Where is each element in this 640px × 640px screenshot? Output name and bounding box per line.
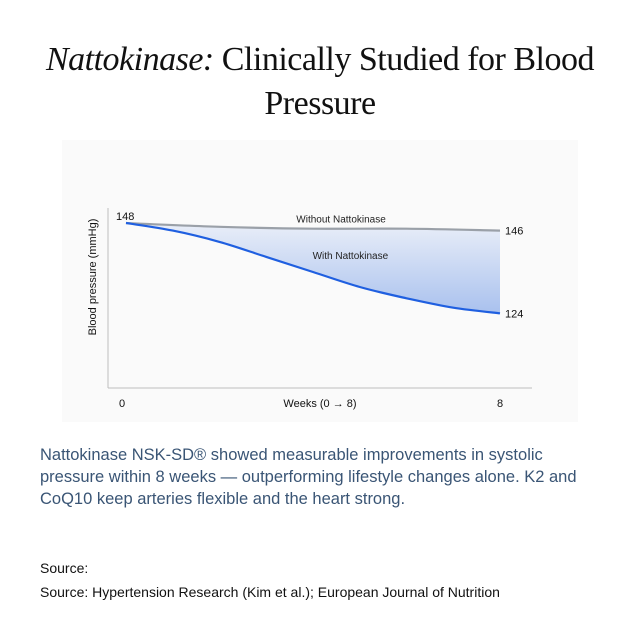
series-line-with-nattokinase: [125, 221, 501, 315]
x-axis-label: Weeks (0 → 8): [283, 398, 356, 410]
series-name-without: Without Nattokinase: [296, 215, 386, 226]
page-title: Nattokinase: Clinically Studied for Bloo…: [40, 38, 600, 126]
chart-svg: 148 146 124 Without Nattokinase With Nat…: [87, 208, 532, 410]
chart-panel: 148 146 124 Without Nattokinase With Nat…: [62, 140, 578, 422]
description-text: Nattokinase NSK-SD® showed measurable im…: [40, 446, 577, 508]
x-tick-label-0: 0: [119, 398, 125, 410]
source-heading: Source:: [40, 560, 89, 576]
y-axis-label: Blood pressure (mmHg): [87, 219, 99, 336]
label-end-with: 124: [505, 308, 523, 320]
series-name-with: With Nattokinase: [313, 251, 389, 262]
title-rest: Clinically Studied for Blood Pressure: [213, 41, 595, 122]
title-italic: Nattokinase:: [45, 41, 214, 78]
series-line-without-nattokinase: [125, 221, 501, 232]
gap-fill-area: [126, 223, 500, 314]
label-end-without: 146: [505, 226, 523, 238]
label-start-value: 148: [116, 211, 134, 223]
source-citation: Source: Hypertension Research (Kim et al…: [40, 584, 500, 600]
x-tick-label-8: 8: [497, 398, 503, 410]
